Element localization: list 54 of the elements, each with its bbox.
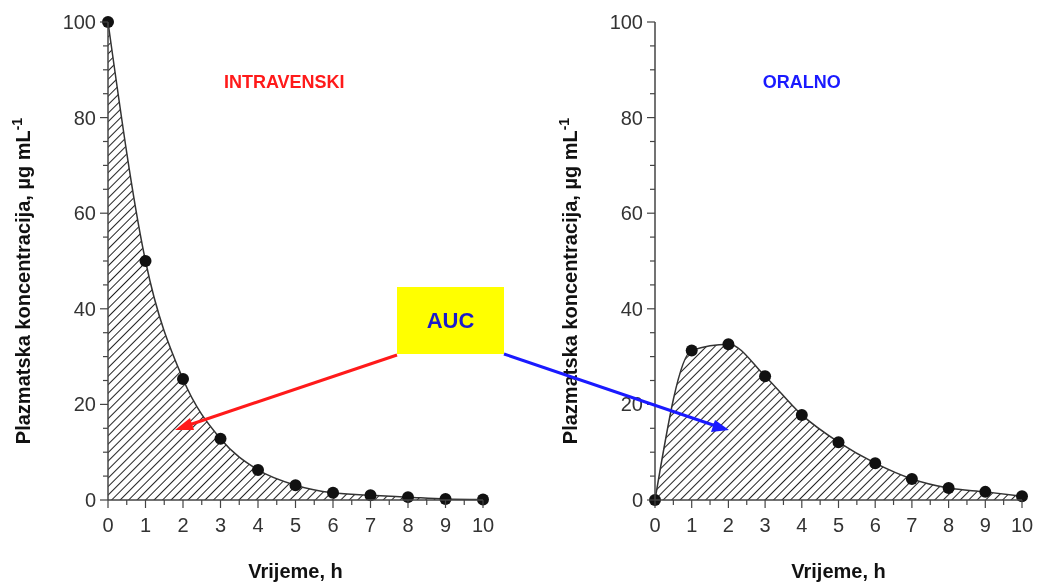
x-axis-title: Vrijeme, h: [248, 560, 343, 582]
annotation: AUC: [426, 307, 475, 333]
point: [869, 457, 882, 470]
x-tick-label: 3: [759, 514, 771, 536]
point: [942, 482, 955, 495]
point: [177, 373, 189, 386]
x-tick-label: 7: [364, 514, 377, 536]
y-tick-label: 100: [609, 11, 643, 33]
point: [139, 255, 152, 267]
point: [979, 485, 992, 498]
y-tick-label: 60: [73, 202, 96, 225]
x-tick-label: 4: [252, 514, 264, 536]
x-tick-label: 2: [722, 514, 734, 536]
x-axis-title: Vrijeme, h: [791, 560, 886, 582]
y-tick-label: 80: [620, 106, 643, 129]
x-tick-label: 6: [327, 514, 339, 536]
point: [795, 408, 808, 421]
y-tick-label: 100: [62, 11, 96, 33]
x-tick-label: 2: [177, 514, 189, 536]
x-tick-label: 0: [102, 514, 114, 536]
point: [685, 344, 698, 357]
x-tick-label: 8: [943, 514, 955, 536]
annotation: ORALNO: [762, 72, 841, 92]
x-tick-label: 1: [139, 514, 152, 536]
point: [327, 486, 339, 499]
y-tick-label: 40: [73, 297, 96, 320]
x-tick-label: 4: [796, 514, 808, 536]
x-tick-label: 9: [439, 514, 452, 536]
point: [214, 432, 227, 445]
y-tick-label: 60: [620, 202, 643, 225]
point: [722, 338, 735, 351]
point: [832, 436, 845, 449]
annotation: INTRAVENSKI: [223, 72, 345, 92]
y-tick-label: 20: [73, 393, 96, 416]
x-tick-label: 5: [832, 514, 845, 536]
x-tick-label: 7: [906, 514, 918, 536]
point: [252, 463, 264, 476]
point: [759, 370, 772, 383]
x-tick-label: 5: [289, 514, 302, 536]
x-tick-label: 8: [402, 514, 414, 536]
y-tick-label: 80: [73, 106, 96, 129]
y-tick-label: 40: [620, 297, 643, 320]
x-tick-label: 0: [649, 514, 661, 536]
point: [1016, 490, 1028, 503]
y-tick-label: 0: [631, 489, 643, 511]
x-tick-label: 6: [869, 514, 881, 536]
x-tick-label: 3: [214, 514, 227, 536]
point: [289, 479, 302, 492]
x-tick-label: 1: [686, 514, 698, 536]
x-tick-label: 10: [471, 514, 495, 536]
x-tick-label: 9: [979, 514, 991, 536]
point: [905, 472, 918, 485]
y-tick-label: 0: [84, 489, 96, 511]
x-tick-label: 10: [1010, 514, 1034, 536]
